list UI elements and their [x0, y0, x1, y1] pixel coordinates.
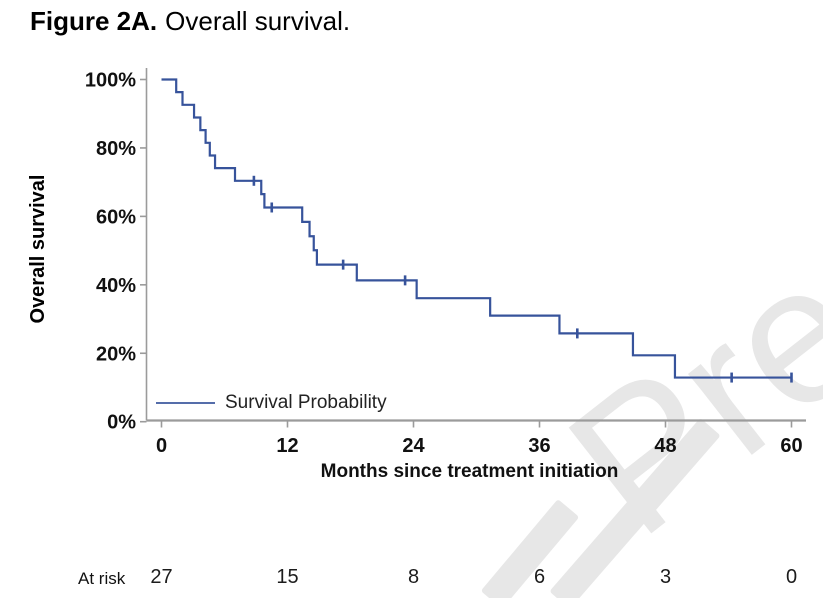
tick-labels: 0% 20% 40% 60% 80% 100% 0 12 24 36 48 60 — [85, 70, 803, 458]
y-tick-label: 0% — [107, 412, 136, 434]
legend-line-sample — [156, 402, 215, 404]
legend: Survival Probability — [156, 392, 387, 414]
x-tick-label: 24 — [402, 435, 425, 457]
y-tick-label: 20% — [96, 343, 136, 365]
x-tick-label: 48 — [654, 435, 676, 457]
x-tick-label: 60 — [780, 435, 802, 457]
x-tick-label: 12 — [276, 435, 298, 457]
legend-label: Survival Probability — [225, 392, 387, 413]
y-axis-title: Overall survival — [27, 174, 49, 324]
y-tick-label: 80% — [96, 138, 136, 160]
x-tick-label: 36 — [528, 435, 550, 457]
tick-marks — [140, 78, 793, 428]
x-axis-title: Months since treatment initiation — [320, 461, 619, 482]
survival-step-curve — [161, 78, 792, 379]
figure-title: Figure 2A. Overall survival. — [30, 6, 350, 37]
figure-label: Figure 2A. — [30, 6, 158, 36]
figure-caption: Overall survival. — [165, 6, 351, 36]
y-tick-label: 60% — [96, 206, 136, 228]
axes — [145, 68, 806, 422]
x-tick-label: 0 — [156, 435, 167, 457]
y-tick-label: 40% — [96, 275, 136, 297]
censor-marks — [252, 175, 793, 383]
y-tick-label: 100% — [85, 70, 136, 92]
